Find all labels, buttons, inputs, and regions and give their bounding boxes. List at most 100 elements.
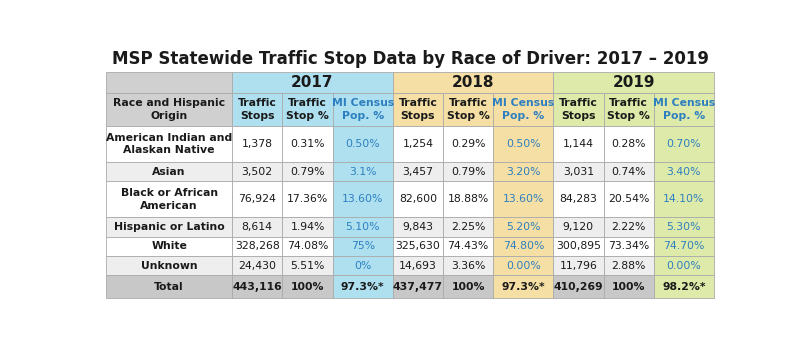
Text: 74.08%: 74.08%: [287, 241, 328, 251]
Text: 410,269: 410,269: [554, 282, 603, 292]
Text: 3.1%: 3.1%: [349, 167, 377, 177]
Bar: [443, 162, 494, 181]
Bar: [554, 126, 603, 162]
Bar: [494, 275, 554, 298]
Text: 3,457: 3,457: [402, 167, 434, 177]
Text: 3.40%: 3.40%: [666, 167, 701, 177]
Text: Total: Total: [154, 282, 184, 292]
Bar: [554, 275, 603, 298]
Text: White: White: [151, 241, 187, 251]
Bar: [282, 256, 333, 275]
Bar: [282, 237, 333, 256]
Bar: [106, 275, 232, 298]
Text: 0.50%: 0.50%: [346, 139, 380, 149]
Bar: [393, 218, 443, 237]
Bar: [232, 237, 282, 256]
Text: 2.88%: 2.88%: [611, 261, 646, 270]
Bar: [603, 162, 654, 181]
Bar: [654, 162, 714, 181]
Bar: [603, 256, 654, 275]
Text: 0.00%: 0.00%: [666, 261, 702, 270]
Text: MI Census
Pop. %: MI Census Pop. %: [653, 99, 715, 121]
Text: 100%: 100%: [291, 282, 324, 292]
Text: Traffic
Stops: Traffic Stops: [238, 99, 277, 121]
Bar: [232, 181, 282, 218]
Bar: [494, 162, 554, 181]
Text: 0.29%: 0.29%: [451, 139, 486, 149]
Bar: [654, 256, 714, 275]
Text: 8,614: 8,614: [242, 222, 273, 232]
Bar: [603, 237, 654, 256]
Bar: [393, 181, 443, 218]
Text: 328,268: 328,268: [235, 241, 280, 251]
Text: 2017: 2017: [291, 75, 334, 90]
Bar: [333, 256, 393, 275]
Text: 97.3%*: 97.3%*: [341, 282, 385, 292]
Bar: [333, 126, 393, 162]
Bar: [106, 126, 232, 162]
Bar: [554, 181, 603, 218]
Bar: [106, 162, 232, 181]
Text: 82,600: 82,600: [398, 194, 437, 205]
Bar: [393, 126, 443, 162]
Bar: [106, 93, 232, 126]
Bar: [554, 162, 603, 181]
Text: 5.30%: 5.30%: [666, 222, 701, 232]
Text: 1,378: 1,378: [242, 139, 273, 149]
Bar: [654, 93, 714, 126]
Text: 0.31%: 0.31%: [290, 139, 325, 149]
Text: 84,283: 84,283: [559, 194, 598, 205]
Text: Asian: Asian: [152, 167, 186, 177]
Text: Traffic
Stop %: Traffic Stop %: [446, 99, 490, 121]
Text: 1,144: 1,144: [563, 139, 594, 149]
Bar: [654, 275, 714, 298]
Bar: [654, 126, 714, 162]
Bar: [494, 181, 554, 218]
Bar: [494, 237, 554, 256]
Text: 2018: 2018: [452, 75, 494, 90]
Bar: [282, 181, 333, 218]
Text: Traffic
Stop %: Traffic Stop %: [286, 99, 329, 121]
Bar: [603, 181, 654, 218]
Bar: [282, 162, 333, 181]
Text: Black or African
American: Black or African American: [121, 188, 218, 211]
Bar: [554, 218, 603, 237]
Bar: [443, 275, 494, 298]
Text: 74.43%: 74.43%: [447, 241, 489, 251]
Text: Unknown: Unknown: [141, 261, 198, 270]
Bar: [393, 256, 443, 275]
Text: 5.20%: 5.20%: [506, 222, 541, 232]
Bar: [106, 181, 232, 218]
Bar: [232, 126, 282, 162]
Text: 75%: 75%: [350, 241, 374, 251]
Bar: [232, 256, 282, 275]
Bar: [232, 275, 282, 298]
Bar: [333, 181, 393, 218]
Bar: [603, 275, 654, 298]
Text: 3,502: 3,502: [242, 167, 273, 177]
Text: 73.34%: 73.34%: [608, 241, 650, 251]
Bar: [603, 218, 654, 237]
Bar: [554, 93, 603, 126]
Bar: [232, 218, 282, 237]
Text: 76,924: 76,924: [238, 194, 276, 205]
Bar: [554, 237, 603, 256]
Bar: [654, 218, 714, 237]
Text: 5.10%: 5.10%: [346, 222, 380, 232]
Bar: [232, 93, 282, 126]
Text: 0.79%: 0.79%: [290, 167, 325, 177]
Text: 18.88%: 18.88%: [447, 194, 489, 205]
Text: MI Census
Pop. %: MI Census Pop. %: [331, 99, 394, 121]
Text: 74.80%: 74.80%: [502, 241, 544, 251]
Text: 98.2%*: 98.2%*: [662, 282, 706, 292]
Bar: [232, 72, 393, 93]
Bar: [443, 126, 494, 162]
Bar: [393, 72, 554, 93]
Bar: [443, 218, 494, 237]
Text: 13.60%: 13.60%: [502, 194, 544, 205]
Text: 11,796: 11,796: [559, 261, 598, 270]
Bar: [333, 162, 393, 181]
Text: 300,895: 300,895: [556, 241, 601, 251]
Text: 20.54%: 20.54%: [608, 194, 650, 205]
Text: 2.22%: 2.22%: [611, 222, 646, 232]
